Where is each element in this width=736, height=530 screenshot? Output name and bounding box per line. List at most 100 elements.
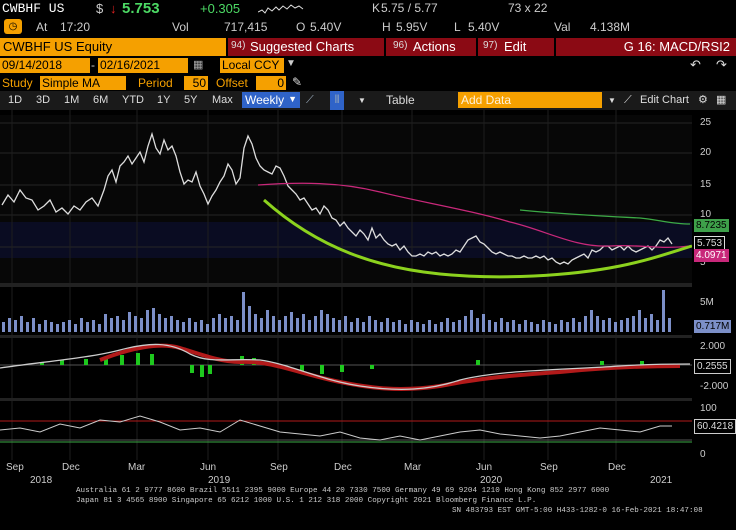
ma-green-badge: 8.7235	[694, 219, 729, 232]
actions-button[interactable]: 96) Actions	[386, 38, 476, 56]
x-tick: Mar	[404, 462, 422, 473]
chevron-down-icon: ▼	[288, 94, 297, 104]
trend-curve	[263, 198, 693, 279]
chevron-down-icon[interactable]: ▼	[358, 96, 366, 105]
price-axis-15: 15	[700, 179, 712, 190]
bar-chart-icon[interactable]: ⫴	[330, 91, 344, 110]
macd-line	[0, 343, 691, 391]
frequency-value: Weekly	[245, 93, 285, 107]
open-value: 5.40V	[310, 20, 342, 34]
range-3d[interactable]: 3D	[36, 94, 51, 106]
x-tick: Sep	[270, 462, 288, 473]
date-to-value: 02/16/2021	[100, 58, 161, 72]
period-input[interactable]: 50	[184, 76, 208, 90]
chevron-down-icon[interactable]: ▼	[286, 58, 296, 69]
grid-icon[interactable]: ▦	[716, 94, 727, 106]
page-title-box: G 16: MACD/RSI2	[556, 38, 736, 56]
time-value: 17:20	[60, 20, 91, 34]
range-1d[interactable]: 1D	[8, 94, 23, 106]
price-axis-10: 10	[700, 209, 712, 220]
study-select[interactable]: Simple MA	[40, 76, 126, 90]
actions-code: 96)	[393, 40, 408, 51]
chart-area	[0, 110, 736, 485]
suggested-charts-label: Suggested Charts	[250, 39, 355, 54]
edit-chart-button[interactable]: Edit Chart	[640, 94, 689, 106]
macd-axis-neg2: -2.000	[700, 381, 729, 392]
range-1y[interactable]: 1Y	[157, 94, 171, 106]
table-button[interactable]: Table	[386, 93, 415, 107]
x-tick: Dec	[608, 462, 626, 473]
down-arrow-icon: ↓	[110, 1, 117, 16]
x-year: 2020	[480, 475, 503, 486]
volume-badge: 0.717M	[694, 320, 732, 333]
volume-axis-5m: 5M	[700, 297, 714, 308]
macd-negative-histogram	[190, 365, 374, 377]
value-value: 4.138M	[590, 20, 631, 34]
rsi-line	[0, 415, 672, 441]
security-field[interactable]: CWBHF US Equity	[0, 38, 226, 56]
edit-button[interactable]: 97) Edit	[478, 38, 554, 56]
add-data-input[interactable]: Add Data	[458, 92, 602, 108]
pencil-icon[interactable]: ✎	[292, 75, 303, 89]
clock-icon: ◷	[4, 19, 22, 34]
macd-badge: 0.2555	[694, 359, 731, 374]
x-tick: Sep	[6, 462, 24, 473]
range-6m[interactable]: 6M	[93, 94, 109, 106]
rsi-badge: 60.4218	[694, 419, 736, 434]
x-year: 2021	[650, 475, 673, 486]
study-label: Study	[2, 76, 33, 90]
offset-value: 0	[277, 76, 284, 90]
intraday-sparkline	[258, 4, 304, 14]
range-max[interactable]: Max	[212, 94, 233, 106]
chevron-down-icon[interactable]: ▼	[608, 96, 616, 105]
rsi-axis-0: 0	[700, 449, 706, 460]
undo-icon[interactable]: ↶	[690, 57, 701, 72]
date-row: 09/14/2018 - 02/16/2021 Local CCY ▦ ▼ ↶ …	[0, 57, 736, 75]
calendar-icon[interactable]: ▦	[193, 59, 204, 71]
header-bar: CWBHF US Equity 94) Suggested Charts 96)…	[0, 38, 736, 56]
period-value: 50	[192, 76, 206, 90]
price-axis-5: 5	[700, 257, 706, 268]
period-label: Period	[138, 76, 173, 90]
frequency-select[interactable]: Weekly ▼	[242, 92, 300, 108]
offset-input[interactable]: 0	[256, 76, 286, 90]
volume-label: Vol	[172, 20, 189, 34]
ma-magenta-line	[257, 182, 691, 249]
volume-bars	[2, 290, 671, 332]
edit-label: Edit	[504, 39, 527, 54]
ticker-bar-2: ◷ At 17:20 Vol 717,415 O 5.40V H 5.95V L…	[0, 18, 736, 37]
bid-ask: 5.75 / 5.77	[381, 1, 438, 15]
line-draw-icon[interactable]: ⟋	[624, 94, 632, 106]
study-value: Simple MA	[42, 76, 101, 90]
range-1m[interactable]: 1M	[64, 94, 80, 106]
last-price: 5.753	[122, 0, 160, 17]
x-tick: Mar	[128, 462, 146, 473]
chart-toolbar: 1D 3D 1M 6M YTD 1Y 5Y Max Weekly ▼ ⟋ ⫴ ▼…	[0, 91, 736, 110]
suggested-charts-button[interactable]: 94) Suggested Charts	[228, 38, 384, 56]
price-series	[1, 131, 673, 265]
line-chart-icon[interactable]: ⟋	[306, 94, 314, 106]
settings-icon[interactable]: ⚙	[698, 94, 708, 106]
x-year: 2019	[208, 475, 231, 486]
x-tick: Dec	[62, 462, 80, 473]
security-name: CWBHF US Equity	[3, 39, 113, 54]
ma-green-line	[519, 209, 691, 225]
currency-select[interactable]: Local CCY	[220, 58, 284, 73]
range-5y[interactable]: 5Y	[184, 94, 198, 106]
date-from-value: 09/14/2018	[2, 58, 63, 72]
range-ytd[interactable]: YTD	[122, 94, 144, 106]
price-axis-20: 20	[700, 147, 712, 158]
offset-label: Offset	[216, 76, 248, 90]
open-label: O	[296, 20, 306, 34]
price-change: +0.305	[200, 1, 241, 16]
add-data-placeholder: Add Data	[461, 93, 512, 107]
ticker-symbol[interactable]: CWBHF US	[2, 1, 65, 16]
date-to-input[interactable]: 02/16/2021	[98, 58, 188, 73]
date-from-input[interactable]: 09/14/2018	[0, 58, 90, 73]
x-tick: Jun	[476, 462, 493, 473]
time-label: At	[36, 20, 48, 34]
redo-icon[interactable]: ↷	[716, 57, 727, 72]
rsi-axis-100: 100	[700, 403, 717, 414]
low-label: L	[454, 20, 461, 34]
price-axis-25: 25	[700, 117, 712, 128]
